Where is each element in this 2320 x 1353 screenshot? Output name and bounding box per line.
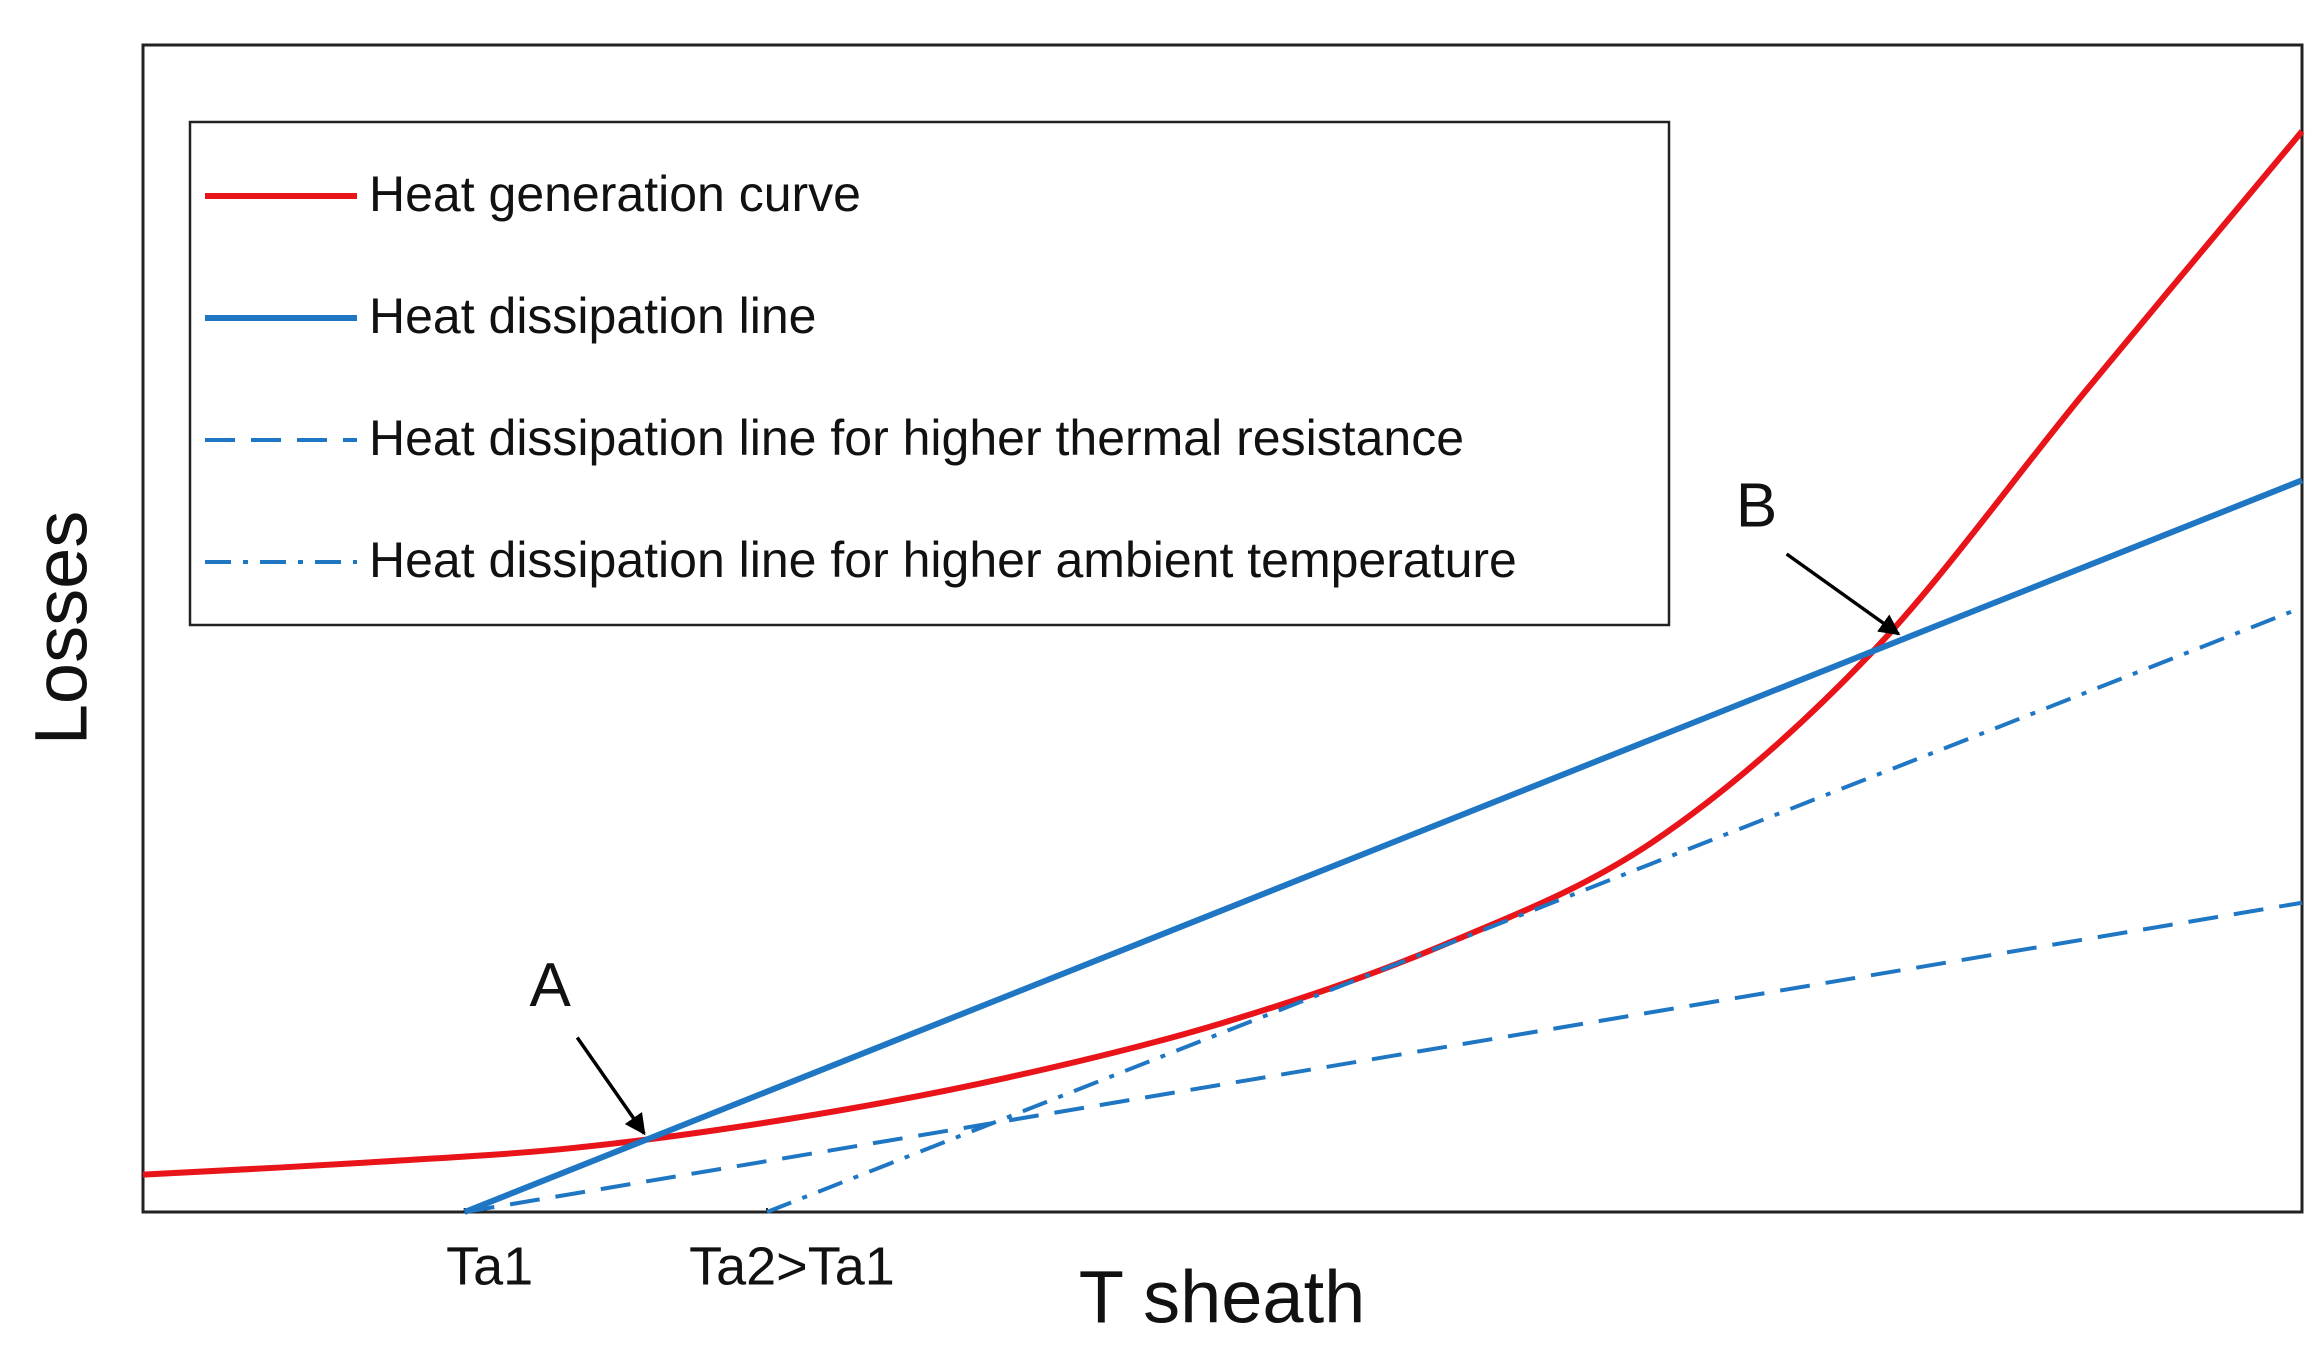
- annotation-arrow: [575, 1036, 646, 1136]
- legend-box: [188, 120, 1671, 627]
- legend-label: Heat dissipation line for higher ambient…: [369, 532, 1517, 588]
- x-tick-label: Ta2>Ta1: [689, 1236, 895, 1296]
- x-tick-label: Ta1: [446, 1236, 533, 1296]
- series-line: [464, 900, 2303, 1214]
- annotation-arrow: [1785, 552, 1901, 636]
- legend-label: Heat dissipation line for higher thermal…: [369, 410, 1464, 466]
- legend-label: Heat generation curve: [369, 166, 861, 222]
- annotation-label: B: [1736, 471, 1777, 540]
- legend-label: Heat dissipation line: [369, 288, 817, 344]
- y-axis-label: Losses: [20, 511, 103, 745]
- x-axis-label: T sheath: [1079, 1256, 1366, 1339]
- annotation-label: A: [530, 951, 572, 1020]
- series-line: [142, 129, 2305, 1178]
- series-line: [463, 477, 2304, 1215]
